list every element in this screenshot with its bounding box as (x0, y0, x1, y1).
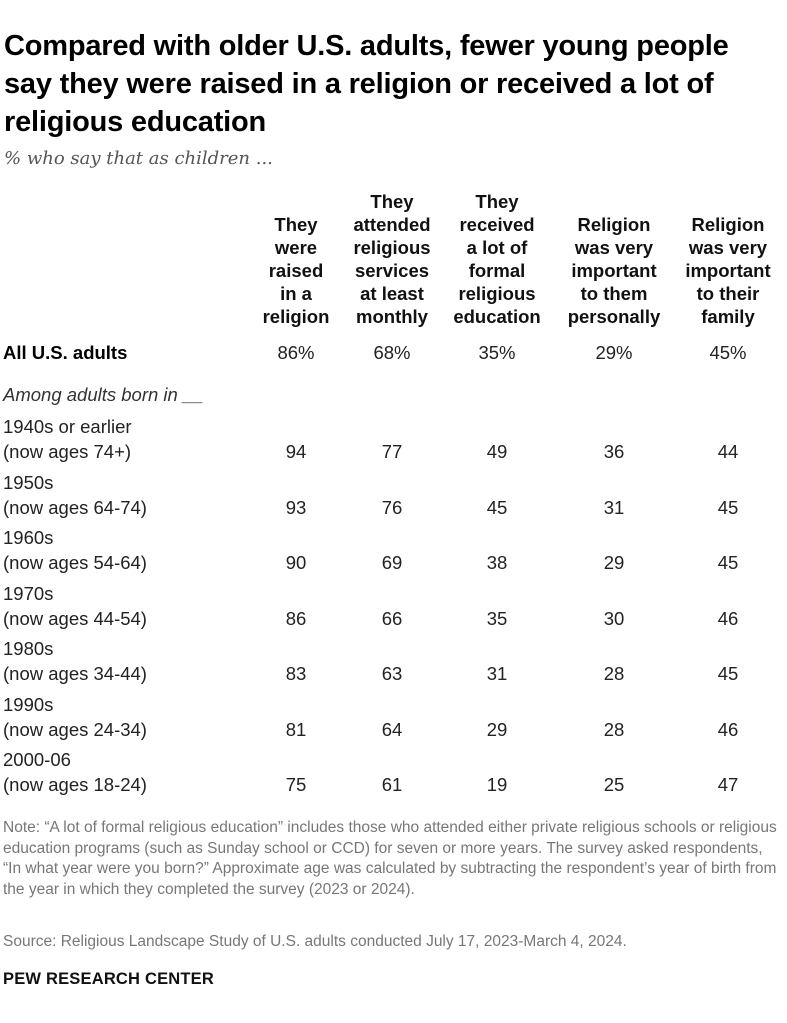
column-header-4: Religion was very important to them personal… (554, 213, 674, 328)
column-header-line: was very (688, 237, 768, 258)
row-label-all-adults: All U.S. adults (3, 342, 128, 363)
column-header-line: to them (580, 283, 648, 304)
cell-value: 61 (381, 774, 403, 795)
cell-value: 83 (285, 663, 307, 684)
column-header-1: They were raised in a religion (236, 213, 356, 328)
column-header-line: religious (458, 283, 536, 304)
cell-value: 64 (381, 718, 403, 740)
chart-title: Compared with older U.S. adults, fewer y… (4, 30, 729, 138)
cell-value: 45 (717, 496, 739, 518)
row-label-ages: (now ages 54-64) (3, 552, 147, 573)
cell-value: 47 (717, 774, 739, 795)
cell-value: 93 (285, 496, 307, 518)
column-header-line: important (571, 260, 657, 281)
column-header-line: were (274, 237, 318, 258)
cell-value: 35 (486, 607, 508, 629)
row-label-cohort: 1960s (3, 527, 54, 548)
cell-value: 38 (486, 552, 508, 573)
row-label-ages: (now ages 64-74) (3, 496, 147, 518)
column-header-line: They (274, 214, 318, 235)
cell-value: 28 (603, 718, 625, 740)
cell-value: 81 (285, 718, 307, 740)
column-header-line: family (701, 306, 755, 327)
row-label-cohort: 1970s (3, 582, 54, 604)
column-header-line: to their (696, 283, 760, 304)
cell-value: 30 (603, 607, 625, 629)
source-text: Source: Religious Landscape Study of U.S… (3, 933, 627, 950)
column-header-line: services (354, 260, 430, 281)
row-label-ages: (now ages 24-34) (3, 718, 147, 740)
column-header-line: received (459, 214, 535, 235)
column-header-line: monthly (356, 306, 428, 327)
cell-all-adults-1: 86% (277, 342, 315, 363)
cell-value: 75 (285, 774, 307, 795)
row-label-ages: (now ages 74+) (3, 441, 132, 462)
column-header-line: Religion (577, 214, 651, 235)
column-header-line: religious (353, 237, 431, 258)
cell-value: 31 (486, 663, 508, 684)
cell-value: 76 (381, 496, 403, 518)
column-header-line: Religion (691, 214, 765, 235)
column-header-line: at least (360, 283, 424, 304)
row-label-cohort: 1940s or earlier (3, 416, 132, 437)
column-header-line: was very (574, 237, 654, 258)
brand-logo-text: PEW RESEARCH CENTER (3, 970, 214, 988)
cell-all-adults-3: 35% (478, 342, 516, 363)
cell-all-adults-5: 45% (709, 342, 747, 363)
cell-value: 45 (717, 663, 739, 684)
cell-value: 45 (486, 496, 508, 518)
column-header-line: raised (268, 260, 324, 281)
cell-value: 25 (603, 774, 625, 795)
row-label-cohort: 2000-06 (3, 749, 71, 770)
cell-value: 19 (486, 774, 508, 795)
row-label-ages: (now ages 34-44) (3, 663, 147, 684)
column-header-line: religion (262, 306, 330, 327)
column-header-3: They received a lot of formal religious educa… (437, 190, 557, 328)
column-header-line: a lot of (466, 237, 528, 258)
column-header-line: in a (280, 283, 312, 304)
column-header-line: education (453, 306, 541, 327)
cell-value: 86 (285, 607, 307, 629)
column-header-line: formal (468, 260, 526, 281)
row-label-cohort: 1980s (3, 638, 54, 659)
cell-value: 49 (486, 441, 508, 462)
cell-all-adults-4: 29% (595, 342, 633, 363)
cell-value: 28 (603, 663, 625, 684)
cell-value: 94 (285, 441, 307, 462)
column-header-line: attended (353, 214, 431, 235)
column-header-line: important (685, 260, 771, 281)
cell-value: 69 (381, 552, 403, 573)
cell-value: 63 (381, 663, 403, 684)
cell-value: 36 (603, 441, 625, 462)
cell-value: 46 (717, 607, 739, 629)
cell-value: 31 (603, 496, 625, 518)
cell-all-adults-2: 68% (373, 342, 411, 363)
row-label-cohort: 1990s (3, 693, 54, 715)
column-header-line: They (370, 191, 414, 212)
cell-value: 66 (381, 607, 403, 629)
row-label-ages: (now ages 44-54) (3, 607, 147, 629)
cell-value: 44 (717, 441, 739, 462)
cell-value: 77 (381, 441, 403, 462)
column-header-line: personally (567, 306, 661, 327)
note-text: Note: “A lot of formal religious educati… (3, 819, 777, 898)
cell-value: 45 (717, 552, 739, 573)
cell-value: 29 (486, 718, 508, 740)
column-header-5: Religion was very important to their family (668, 213, 787, 328)
cell-value: 90 (285, 552, 307, 573)
chart-subtitle: % who say that as children ... (4, 148, 273, 169)
cell-value: 29 (603, 552, 625, 573)
column-header-2: They attended religious services at least mon… (332, 190, 452, 328)
column-header-line: They (475, 191, 519, 212)
row-label-cohort: 1950s (3, 471, 54, 493)
cell-value: 46 (717, 718, 739, 740)
row-label-ages: (now ages 18-24) (3, 774, 147, 795)
group-label: Among adults born in __ (3, 384, 204, 405)
